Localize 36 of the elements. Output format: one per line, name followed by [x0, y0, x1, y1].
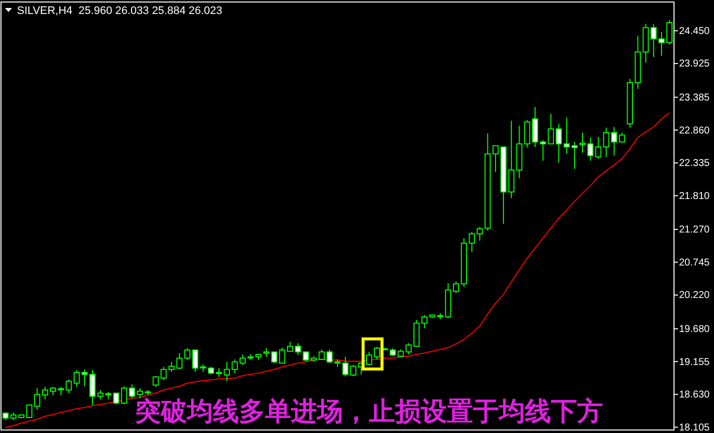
line-series — [5, 112, 670, 428]
candlestick — [366, 351, 372, 366]
candlestick — [42, 386, 48, 400]
candlestick — [579, 132, 586, 154]
y-tick-label: 22.335 — [679, 158, 710, 170]
y-tick-label: 18.630 — [679, 390, 710, 401]
candlestick — [532, 106, 538, 148]
y-tick-label: 22.860 — [679, 125, 710, 136]
y-tick-label: 18.105 — [679, 422, 710, 433]
candlestick — [492, 145, 499, 172]
candlestick — [287, 341, 294, 352]
candlestick — [618, 132, 626, 142]
chart-title: SILVER,H4 25.960 26.033 25.884 26.023 — [17, 5, 222, 17]
candlestick — [666, 20, 672, 45]
candlestick — [128, 384, 136, 399]
candlestick — [89, 370, 96, 406]
candlestick — [136, 388, 143, 399]
candlestick — [658, 31, 665, 56]
annotation: 突破均线多单进场，止损设置于均线下方 — [134, 397, 603, 427]
y-tick-label: 21.810 — [679, 190, 710, 202]
y-tick-label: 20.745 — [679, 257, 710, 268]
candlestick — [413, 320, 420, 348]
y-tick-label: 20.220 — [679, 290, 710, 302]
candlestick — [374, 346, 380, 360]
candlestick — [294, 342, 302, 356]
candlestick — [421, 314, 428, 329]
y-tick-label: 21.270 — [679, 224, 710, 236]
y-tick-label: 24.450 — [679, 26, 710, 37]
candlestick — [452, 280, 460, 294]
y-tick-label: 23.925 — [679, 58, 710, 70]
y-tick-label: 19.680 — [679, 324, 710, 335]
y-tick-label: 23.385 — [679, 92, 710, 104]
candlestick — [540, 140, 546, 162]
candlestick — [168, 361, 175, 372]
candlestick — [176, 352, 183, 370]
y-tick-label: 19.155 — [679, 356, 710, 368]
